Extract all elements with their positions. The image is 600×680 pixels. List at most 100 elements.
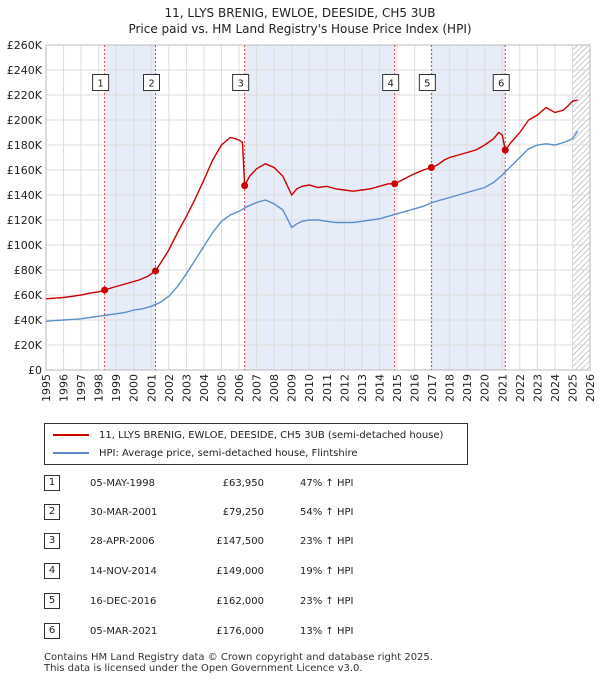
table-row: 4 14-NOV-2014 £149,000 19% ↑ HPI (44, 562, 464, 582)
y-tick-label: £140K (7, 189, 43, 202)
y-tick-label: £60K (14, 289, 43, 302)
property-price-line (45, 99, 578, 300)
y-tick-label: £240K (7, 64, 43, 77)
transaction-price: £63,950 (222, 478, 264, 489)
transaction-hpi: 54% ↑ HPI (300, 507, 354, 518)
sale-point (501, 146, 509, 154)
transaction-price: £147,500 (216, 536, 264, 547)
x-tick-label: 2023 (531, 374, 544, 402)
x-tick-label: 1996 (58, 374, 71, 402)
legend-swatch-hpi (53, 452, 89, 454)
x-tick-label: 2009 (286, 374, 299, 402)
x-tick-label: 2008 (268, 374, 281, 402)
legend-swatch-property (53, 434, 89, 436)
y-tick-label: £0 (28, 364, 42, 377)
sale-number-box (232, 74, 250, 91)
sale-point (101, 286, 109, 294)
transaction-date: 16-DEC-2016 (90, 596, 157, 607)
transaction-hpi: 13% ↑ HPI (300, 626, 354, 637)
x-tick-label: 2025 (566, 374, 579, 402)
table-row: 3 28-APR-2006 £147,500 23% ↑ HPI (44, 532, 464, 552)
x-tick-label: 2022 (514, 374, 527, 402)
ownership-shade (431, 45, 506, 370)
table-row: 6 05-MAR-2021 £176,000 13% ↑ HPI (44, 622, 464, 642)
price-chart: £0 £20K £40K £60K £80K £100K £120K £140K £160K £1… (7, 39, 597, 402)
transaction-price: £79,250 (222, 507, 264, 518)
legend-item-hpi: HPI: Average price, semi-detached house,… (53, 446, 358, 462)
x-tick-label: 2002 (163, 374, 176, 402)
forecast-hatch (572, 45, 590, 370)
sale-number-label: 1 (97, 79, 103, 90)
x-tick-label: 2011 (321, 374, 334, 402)
transaction-price: £149,000 (216, 566, 264, 577)
ownership-shade (104, 45, 156, 370)
x-tick-label: 2019 (461, 374, 474, 402)
table-row: 2 30-MAR-2001 £79,250 54% ↑ HPI (44, 503, 464, 523)
transaction-hpi: 19% ↑ HPI (300, 566, 354, 577)
sale-number-label: 4 (387, 79, 393, 90)
sale-number-box (143, 74, 161, 91)
transaction-number: 4 (44, 563, 60, 579)
x-tick-label: 2003 (180, 374, 193, 402)
x-tick-label: 2013 (356, 374, 369, 402)
footer: Contains HM Land Registry data © Crown c… (44, 652, 433, 674)
x-tick-label: 2001 (145, 374, 158, 402)
sale-point (152, 267, 160, 275)
sale-point (241, 182, 249, 190)
x-tick-label: 1997 (75, 374, 88, 402)
y-tick-label: £220K (7, 89, 43, 102)
x-tick-label: 1995 (40, 374, 53, 402)
sale-point (391, 180, 399, 188)
plot-frame (45, 44, 591, 371)
x-tick-label: 1999 (110, 374, 123, 402)
x-tick-label: 2017 (426, 374, 439, 402)
transaction-date: 28-APR-2006 (90, 536, 155, 547)
x-tick-label: 2014 (373, 374, 386, 402)
y-tick-label: £40K (14, 314, 43, 327)
x-tick-label: 2006 (233, 374, 246, 402)
transaction-hpi: 47% ↑ HPI (300, 478, 354, 489)
legend-label-hpi: HPI: Average price, semi-detached house,… (99, 448, 358, 459)
transaction-number: 2 (44, 504, 60, 520)
x-tick-label: 2018 (444, 374, 457, 402)
x-tick-label: 2012 (338, 374, 351, 402)
transaction-price: £162,000 (216, 596, 264, 607)
x-tick-label: 2021 (496, 374, 509, 402)
x-tick-label: 2015 (391, 374, 404, 402)
sale-number-label: 5 (424, 79, 430, 90)
y-tick-label: £100K (7, 239, 43, 252)
transaction-hpi: 23% ↑ HPI (300, 596, 354, 607)
transaction-price: £176,000 (216, 626, 264, 637)
y-tick-label: £180K (7, 139, 43, 152)
x-tick-label: 2026 (584, 374, 597, 402)
sale-number-label: 3 (237, 79, 243, 90)
sale-number-label: 6 (498, 79, 504, 90)
x-tick-label: 1998 (93, 374, 106, 402)
x-tick-label: 2005 (215, 374, 228, 402)
chart-title: 11, LLYS BRENIG, EWLOE, DEESIDE, CH5 3UB (164, 6, 436, 20)
sale-number-box (418, 74, 436, 91)
sale-number-box (382, 74, 400, 91)
ownership-shade (244, 45, 395, 370)
transaction-number: 6 (44, 623, 60, 639)
chart-subtitle: Price paid vs. HM Land Registry's House … (128, 22, 472, 36)
sale-number-box (92, 74, 110, 91)
y-tick-label: £160K (7, 164, 43, 177)
footer-licence: This data is licensed under the Open Gov… (44, 663, 363, 674)
x-tick-label: 2010 (303, 374, 316, 402)
hpi-line (45, 130, 579, 322)
sale-point (427, 164, 435, 171)
transaction-date: 30-MAR-2001 (90, 507, 158, 518)
legend-label-property: 11, LLYS BRENIG, EWLOE, DEESIDE, CH5 3UB… (99, 430, 444, 441)
sale-number-box (492, 74, 510, 91)
transaction-date: 05-MAY-1998 (90, 478, 156, 489)
table-row: 5 16-DEC-2016 £162,000 23% ↑ HPI (44, 592, 464, 612)
x-tick-label: 2007 (251, 374, 264, 402)
footer-copyright: Contains HM Land Registry data © Crown c… (44, 652, 433, 663)
transaction-date: 14-NOV-2014 (90, 566, 157, 577)
x-tick-label: 2016 (409, 374, 422, 402)
sale-number-label: 2 (148, 79, 154, 90)
table-row: 1 05-MAY-1998 £63,950 47% ↑ HPI (44, 474, 464, 494)
transaction-date: 05-MAR-2021 (90, 626, 158, 637)
transaction-number: 5 (44, 593, 60, 609)
